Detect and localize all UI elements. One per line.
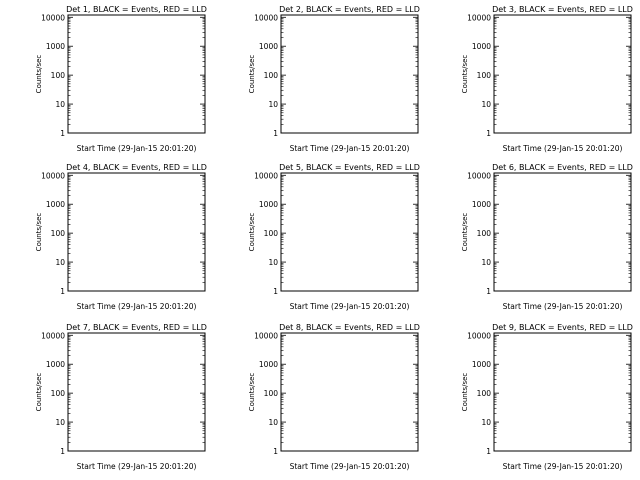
y-tick-label: 10 [55,100,65,109]
y-tick-label: 100 [264,71,279,80]
y-tick-label: 10000 [467,331,491,340]
y-tick-label: 1000 [472,360,491,369]
chart-panel-det-7: Det 7, BLACK = Events, RED = LLD 1 10 100 10… [35,323,207,471]
chart-title: Det 5, BLACK = Events, RED = LLD [279,163,420,172]
chart-panel-det-6: Det 6, BLACK = Events, RED = LLD 1 10 100 10… [461,163,633,311]
y-tick-label: 100 [264,229,279,238]
x-axis-label: Start Time (29-Jan-15 20:01:20) [77,462,197,471]
y-axis-label: Counts/sec [35,373,43,412]
y-axis-label: Counts/sec [35,55,43,94]
y-tick-label: 1000 [259,360,278,369]
y-tick-label: 10000 [254,171,278,180]
chart-panel-det-3: Det 3, BLACK = Events, RED = LLD 1 10 100 10… [461,5,633,153]
chart-panel-det-4: Det 4, BLACK = Events, RED = LLD 1 10 100 10… [35,163,207,311]
x-axis-label: Start Time (29-Jan-15 20:01:20) [77,302,197,311]
y-tick-label: 10 [55,258,65,267]
chart-title: Det 1, BLACK = Events, RED = LLD [66,5,207,14]
plot-frame [67,332,206,452]
chart-title: Det 8, BLACK = Events, RED = LLD [279,323,420,332]
y-tick-label: 10000 [254,331,278,340]
y-tick-label: 1 [273,287,278,296]
x-axis-label: Start Time (29-Jan-15 20:01:20) [290,462,410,471]
plot-frame [280,14,419,134]
y-axis-label: Counts/sec [248,213,256,252]
plot-frame [493,332,632,452]
y-tick-label: 100 [477,389,492,398]
y-tick-label: 100 [264,389,279,398]
y-tick-label: 1 [60,287,65,296]
y-tick-label: 1000 [46,200,65,209]
y-tick-label: 10 [481,418,491,427]
y-axis-label: Counts/sec [248,373,256,412]
y-tick-label: 1 [486,447,491,456]
y-tick-label: 10 [55,418,65,427]
y-tick-label: 10000 [41,331,65,340]
y-tick-label: 10 [268,418,278,427]
y-tick-label: 10 [481,100,491,109]
x-axis-label: Start Time (29-Jan-15 20:01:20) [503,462,623,471]
y-tick-label: 100 [477,71,492,80]
y-tick-label: 1 [486,129,491,138]
y-tick-label: 10 [481,258,491,267]
chart-panel-det-8: Det 8, BLACK = Events, RED = LLD 1 10 100 10… [248,323,420,471]
x-axis-label: Start Time (29-Jan-15 20:01:20) [290,302,410,311]
x-axis-label: Start Time (29-Jan-15 20:01:20) [503,144,623,153]
chart-title: Det 7, BLACK = Events, RED = LLD [66,323,207,332]
y-axis-label: Counts/sec [461,213,469,252]
chart-panel-det-9: Det 9, BLACK = Events, RED = LLD 1 10 100 10… [461,323,633,471]
chart-panel-det-1: Det 1, BLACK = Events, RED = LLD 1 10 100 10… [35,5,207,153]
y-tick-label: 1 [273,447,278,456]
y-axis-label: Counts/sec [461,373,469,412]
x-axis-label: Start Time (29-Jan-15 20:01:20) [503,302,623,311]
x-axis-label: Start Time (29-Jan-15 20:01:20) [77,144,197,153]
y-tick-label: 1 [60,447,65,456]
chart-title: Det 3, BLACK = Events, RED = LLD [492,5,633,14]
chart-panel-det-2: Det 2, BLACK = Events, RED = LLD 1 10 100 10… [248,5,420,153]
y-tick-label: 1000 [472,42,491,51]
y-tick-label: 1000 [259,200,278,209]
chart-title: Det 6, BLACK = Events, RED = LLD [492,163,633,172]
plot-frame [67,14,206,134]
plot-frame [280,332,419,452]
y-tick-label: 100 [51,71,66,80]
y-tick-label: 1 [486,287,491,296]
chart-panel-det-5: Det 5, BLACK = Events, RED = LLD 1 10 100 10… [248,163,420,311]
y-axis-label: Counts/sec [35,213,43,252]
y-tick-label: 10 [268,258,278,267]
plot-frame [493,14,632,134]
y-tick-label: 100 [51,229,66,238]
y-axis-label: Counts/sec [461,55,469,94]
y-tick-label: 1 [273,129,278,138]
chart-title: Det 4, BLACK = Events, RED = LLD [66,163,207,172]
chart-title: Det 2, BLACK = Events, RED = LLD [279,5,420,14]
y-tick-label: 10000 [254,13,278,22]
y-tick-label: 10000 [467,13,491,22]
y-tick-label: 1000 [472,200,491,209]
plot-frame [280,172,419,292]
x-axis-label: Start Time (29-Jan-15 20:01:20) [290,144,410,153]
plot-frame [493,172,632,292]
y-tick-label: 10 [268,100,278,109]
y-tick-label: 100 [51,389,66,398]
y-axis-label: Counts/sec [248,55,256,94]
y-tick-label: 10000 [467,171,491,180]
plot-frame [67,172,206,292]
y-tick-label: 10000 [41,13,65,22]
y-tick-label: 10000 [41,171,65,180]
chart-title: Det 9, BLACK = Events, RED = LLD [492,323,633,332]
y-tick-label: 100 [477,229,492,238]
y-tick-label: 1000 [46,42,65,51]
y-tick-label: 1 [60,129,65,138]
y-tick-label: 1000 [259,42,278,51]
y-tick-label: 1000 [46,360,65,369]
